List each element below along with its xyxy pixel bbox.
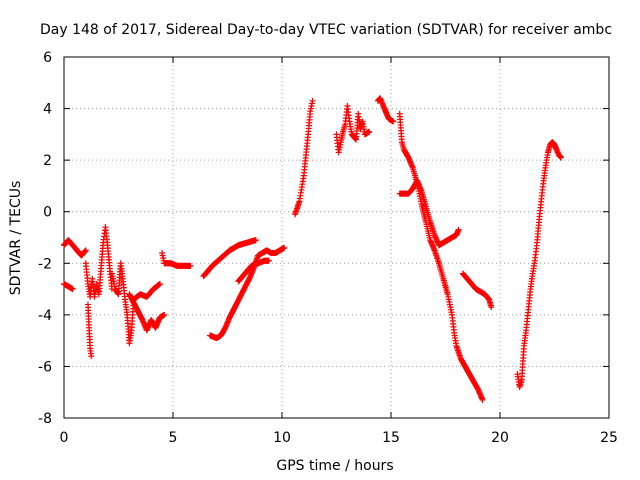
series-s3 xyxy=(82,224,115,300)
series-s13 xyxy=(374,95,397,125)
data-point xyxy=(88,353,95,360)
axes xyxy=(63,56,610,419)
data-point xyxy=(265,257,272,264)
series-s10 xyxy=(235,257,272,285)
y-tick-label: -8 xyxy=(38,411,52,427)
data-point xyxy=(161,311,168,318)
data-point xyxy=(252,237,259,244)
y-tick-label: 6 xyxy=(43,50,52,66)
series-s14 xyxy=(396,110,486,403)
x-axis-label: GPS time / hours xyxy=(276,458,393,474)
plot-frame xyxy=(63,56,610,419)
series-s11 xyxy=(292,97,316,218)
series-s5 xyxy=(108,260,163,347)
y-tick-label: 4 xyxy=(43,102,52,118)
series-s8 xyxy=(200,237,259,280)
x-tick-label: 10 xyxy=(273,430,291,446)
data-point xyxy=(187,262,194,269)
series-s2 xyxy=(61,280,76,293)
series-s15 xyxy=(396,177,462,249)
y-axis-label: SDTVAR / TECUs xyxy=(8,181,24,296)
x-tick-label: 20 xyxy=(491,430,509,446)
tick-labels: 0 5 10 15 20 25 -8 -6 -4 -2 0 2 4 6 xyxy=(38,50,618,446)
series-s7 xyxy=(159,249,194,269)
data-point xyxy=(82,247,89,254)
y-tick-label: -4 xyxy=(38,308,52,324)
series-s16 xyxy=(459,270,495,311)
series-s1 xyxy=(61,237,89,259)
data-point xyxy=(455,226,462,233)
series-s6 xyxy=(126,291,168,334)
y-tick-label: -2 xyxy=(38,256,52,272)
x-tick-label: 25 xyxy=(600,430,618,446)
x-tick-label: 5 xyxy=(169,430,178,446)
data-point xyxy=(69,286,76,293)
data-point xyxy=(156,280,163,287)
data-point xyxy=(558,154,565,161)
chart-title: Day 148 of 2017, Sidereal Day-to-day VTE… xyxy=(40,22,612,38)
y-tick-label: 0 xyxy=(43,205,52,221)
series-s17 xyxy=(514,139,565,391)
x-tick-label: 15 xyxy=(382,430,400,446)
data-point xyxy=(479,396,486,403)
series-s12 xyxy=(333,102,373,156)
data-point xyxy=(366,128,373,135)
x-tick-label: 0 xyxy=(60,430,69,446)
data-point xyxy=(281,244,288,251)
grid-lines xyxy=(64,57,609,418)
data-series xyxy=(61,95,565,403)
y-tick-label: 2 xyxy=(43,153,52,169)
data-point xyxy=(390,118,397,125)
y-tick-label: -6 xyxy=(38,359,52,375)
data-point xyxy=(488,304,495,311)
series-s4 xyxy=(84,301,95,360)
data-point xyxy=(309,97,316,104)
